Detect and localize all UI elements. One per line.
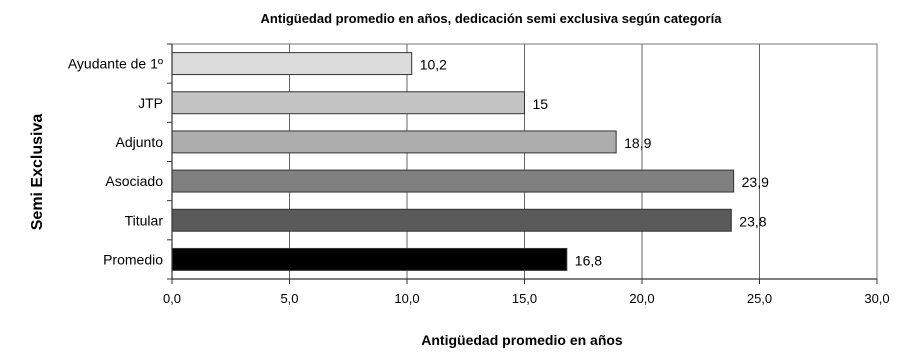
x-tick-label: 5,0	[280, 291, 298, 306]
x-axis-title: Antigüedad promedio en años	[421, 332, 623, 348]
x-tick-label: 15,0	[512, 291, 537, 306]
value-label: 18,9	[624, 135, 651, 151]
plot-area: 0,0 5,0 10,0 15,0 20,0 25,0 30,0 Ayudante de 1º…	[68, 43, 890, 306]
x-tick-label: 10,0	[394, 291, 419, 306]
bar	[171, 247, 568, 271]
bar	[171, 208, 732, 232]
x-tick-label: 20,0	[629, 291, 654, 306]
y-axis-title: Semi Exclusiva	[29, 114, 46, 231]
category-label: Titular	[125, 212, 164, 228]
category-label: Asociado	[105, 173, 163, 189]
value-label: 15	[533, 96, 549, 112]
value-label: 23,9	[742, 174, 769, 190]
category-label: Ayudante de 1º	[68, 56, 163, 72]
x-tick-label: 25,0	[747, 291, 772, 306]
value-label: 16,8	[575, 252, 602, 268]
value-label: 23,8	[739, 213, 766, 229]
bar	[171, 169, 735, 193]
category-label: Adjunto	[116, 134, 164, 150]
chart-title: Antigüedad promedio en años, dedicación …	[261, 11, 723, 26]
category-label: Promedio	[103, 251, 163, 267]
bar	[171, 130, 617, 154]
category-label: JTP	[138, 95, 163, 111]
value-label: 10,2	[420, 57, 447, 73]
x-tick-label: 0,0	[163, 291, 181, 306]
bar	[171, 52, 413, 76]
bar	[171, 91, 525, 115]
x-tick-label: 30,0	[864, 291, 889, 306]
